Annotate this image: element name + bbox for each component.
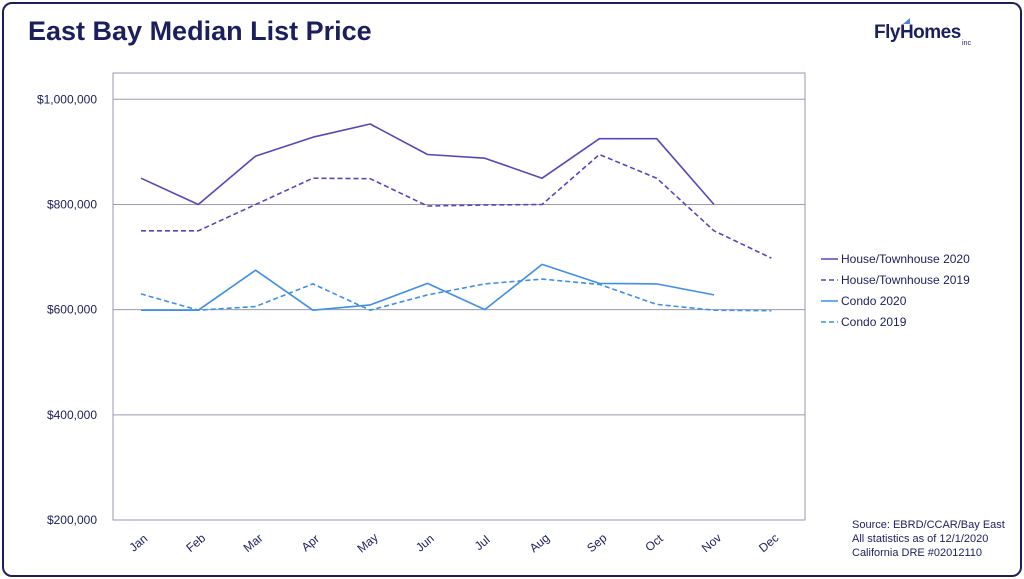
x-tick-label: Mar <box>241 531 266 555</box>
brand-suffix: inc <box>962 40 971 47</box>
series-line-4 <box>140 278 772 312</box>
x-tick-label: Feb <box>183 531 208 555</box>
x-tick-label: Sep <box>584 531 610 556</box>
x-tick-label: May <box>354 530 380 555</box>
x-tick-label: Nov <box>699 531 724 555</box>
x-tick-label: Dec <box>756 531 781 555</box>
source-note: Source: EBRD/CCAR/Bay East All statistic… <box>852 518 1005 560</box>
x-tick-label: Oct <box>642 531 666 554</box>
series-line-3 <box>141 263 715 312</box>
axis-layer: $200,000 $400,000 $600,000 $800,000 $1,000,0… <box>37 92 781 555</box>
y-tick-label: $1,000,000 <box>37 92 97 106</box>
y-tick-label: $400,000 <box>47 408 97 422</box>
y-tick-label: $800,000 <box>47 197 97 211</box>
brand-name: FlyHomes <box>874 22 961 43</box>
y-tick-label: $600,000 <box>47 303 97 317</box>
brand-mark-icon <box>903 18 910 24</box>
legend-label: House/Townhouse 2020 <box>841 252 970 266</box>
legend-label: Condo 2019 <box>841 315 907 329</box>
series-line-1 <box>140 123 715 206</box>
dre-line: California DRE #02012110 <box>852 547 983 559</box>
grid-layer <box>112 72 806 521</box>
chart-title: East Bay Median List Price <box>28 16 372 46</box>
series-layer <box>140 123 772 312</box>
brand-logo: FlyHomes inc <box>874 18 984 50</box>
x-tick-label: Jul <box>472 533 493 554</box>
source-line: Source: EBRD/CCAR/Bay East <box>852 519 1005 531</box>
x-tick-label: Apr <box>299 532 322 555</box>
series-line-2 <box>141 153 772 259</box>
legend: House/Townhouse 2020 House/Townhouse 2019… <box>821 252 970 329</box>
y-tick-label: $200,000 <box>47 513 97 527</box>
stats-date-line: All statistics as of 12/1/2020 <box>852 533 989 545</box>
x-tick-label: Jan <box>127 531 151 554</box>
x-tick-label: Jun <box>413 531 437 554</box>
x-tick-label: Aug <box>527 531 552 555</box>
legend-label: House/Townhouse 2019 <box>841 273 970 287</box>
legend-label: Condo 2020 <box>841 294 907 308</box>
